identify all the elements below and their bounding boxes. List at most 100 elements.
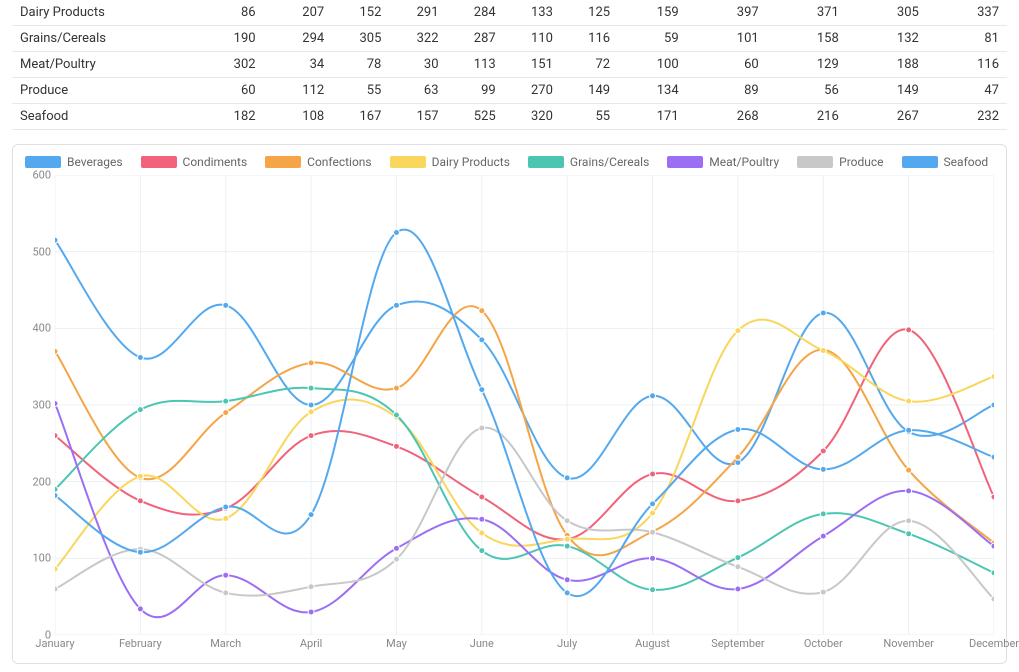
series-marker bbox=[479, 548, 485, 554]
series-marker bbox=[564, 536, 570, 542]
legend-item[interactable]: Produce bbox=[797, 155, 883, 169]
legend-item[interactable]: Meat/Poultry bbox=[667, 155, 779, 169]
legend-label: Grains/Cereals bbox=[570, 155, 649, 169]
series-marker bbox=[735, 427, 741, 433]
cell: 287 bbox=[447, 26, 504, 52]
x-tick-label: September bbox=[711, 637, 764, 650]
legend-swatch bbox=[265, 156, 301, 168]
series-marker bbox=[137, 407, 143, 413]
cell: 86 bbox=[195, 0, 264, 26]
cell: 267 bbox=[847, 104, 927, 130]
cell: 232 bbox=[927, 104, 1007, 130]
series-marker bbox=[137, 354, 143, 360]
cell: 157 bbox=[389, 104, 446, 130]
legend-item[interactable]: Beverages bbox=[25, 155, 123, 169]
series-marker bbox=[906, 398, 912, 404]
row-label: Seafood bbox=[12, 104, 195, 130]
series-marker bbox=[479, 308, 485, 314]
cell: 60 bbox=[687, 52, 767, 78]
cell: 99 bbox=[447, 78, 504, 104]
x-axis: JanuaryFebruaryMarchAprilMayJuneJulyAugu… bbox=[55, 637, 994, 655]
legend-item[interactable]: Dairy Products bbox=[390, 155, 510, 169]
cell: 188 bbox=[847, 52, 927, 78]
series-marker bbox=[735, 564, 741, 570]
cell: 81 bbox=[927, 26, 1007, 52]
cell: 113 bbox=[447, 52, 504, 78]
series-marker bbox=[479, 337, 485, 343]
y-tick-label: 200 bbox=[32, 475, 51, 488]
series-marker bbox=[906, 327, 912, 333]
row-label: Produce bbox=[12, 78, 195, 104]
series-marker bbox=[393, 412, 399, 418]
legend-label: Seafood bbox=[944, 155, 989, 169]
series-marker bbox=[735, 555, 741, 561]
cell: 151 bbox=[504, 52, 561, 78]
series-marker bbox=[906, 488, 912, 494]
legend-item[interactable]: Seafood bbox=[902, 155, 989, 169]
legend-swatch bbox=[528, 156, 564, 168]
series-marker bbox=[223, 398, 229, 404]
legend-swatch bbox=[797, 156, 833, 168]
legend-item[interactable]: Condiments bbox=[141, 155, 248, 169]
series-marker bbox=[820, 466, 826, 472]
series-marker bbox=[308, 409, 314, 415]
chart-plot bbox=[55, 175, 994, 635]
cell: 149 bbox=[561, 78, 618, 104]
table-row: Dairy Products86207152291284133125159397… bbox=[12, 0, 1007, 26]
cell: 133 bbox=[504, 0, 561, 26]
chart-card: Beverages Condiments Confections Dairy Prod… bbox=[12, 144, 1007, 664]
series-marker bbox=[906, 427, 912, 433]
x-tick-label: February bbox=[119, 637, 162, 650]
legend-swatch bbox=[902, 156, 938, 168]
series-marker bbox=[650, 501, 656, 507]
series-marker bbox=[393, 443, 399, 449]
x-tick-label: November bbox=[883, 637, 934, 650]
legend-swatch bbox=[390, 156, 426, 168]
row-label: Meat/Poultry bbox=[12, 52, 195, 78]
cell: 149 bbox=[847, 78, 927, 104]
series-marker bbox=[137, 498, 143, 504]
series-marker bbox=[223, 504, 229, 510]
series-marker bbox=[991, 543, 994, 549]
y-tick-label: 100 bbox=[32, 552, 51, 565]
table-row: Produce60112556399270149134895614947 bbox=[12, 78, 1007, 104]
cell: 30 bbox=[389, 52, 446, 78]
cell: 152 bbox=[332, 0, 389, 26]
series-line bbox=[55, 306, 994, 555]
series-marker bbox=[820, 348, 826, 354]
series-marker bbox=[223, 590, 229, 596]
x-tick-label: April bbox=[300, 637, 322, 650]
series-marker bbox=[735, 586, 741, 592]
series-marker bbox=[308, 584, 314, 590]
cell: 89 bbox=[687, 78, 767, 104]
legend-item[interactable]: Grains/Cereals bbox=[528, 155, 649, 169]
series-marker bbox=[479, 425, 485, 431]
series-marker bbox=[308, 609, 314, 615]
series-marker bbox=[308, 360, 314, 366]
series-marker bbox=[650, 529, 656, 535]
legend-label: Confections bbox=[307, 155, 371, 169]
cell: 182 bbox=[195, 104, 264, 130]
series-marker bbox=[55, 237, 58, 243]
cell: 158 bbox=[767, 26, 847, 52]
legend-item[interactable]: Confections bbox=[265, 155, 371, 169]
cell: 371 bbox=[767, 0, 847, 26]
y-tick-label: 500 bbox=[32, 245, 51, 258]
series-marker bbox=[735, 454, 741, 460]
cell: 132 bbox=[847, 26, 927, 52]
cell: 270 bbox=[504, 78, 561, 104]
cell: 302 bbox=[195, 52, 264, 78]
cell: 525 bbox=[447, 104, 504, 130]
series-marker bbox=[55, 348, 58, 354]
series-line bbox=[55, 428, 994, 599]
row-label: Dairy Products bbox=[12, 0, 195, 26]
x-tick-label: January bbox=[35, 637, 74, 650]
legend-label: Meat/Poultry bbox=[709, 155, 779, 169]
series-marker bbox=[906, 518, 912, 524]
cell: 337 bbox=[927, 0, 1007, 26]
series-marker bbox=[55, 433, 58, 439]
series-marker bbox=[55, 586, 58, 592]
cell: 110 bbox=[504, 26, 561, 52]
cell: 59 bbox=[618, 26, 687, 52]
series-marker bbox=[820, 511, 826, 517]
